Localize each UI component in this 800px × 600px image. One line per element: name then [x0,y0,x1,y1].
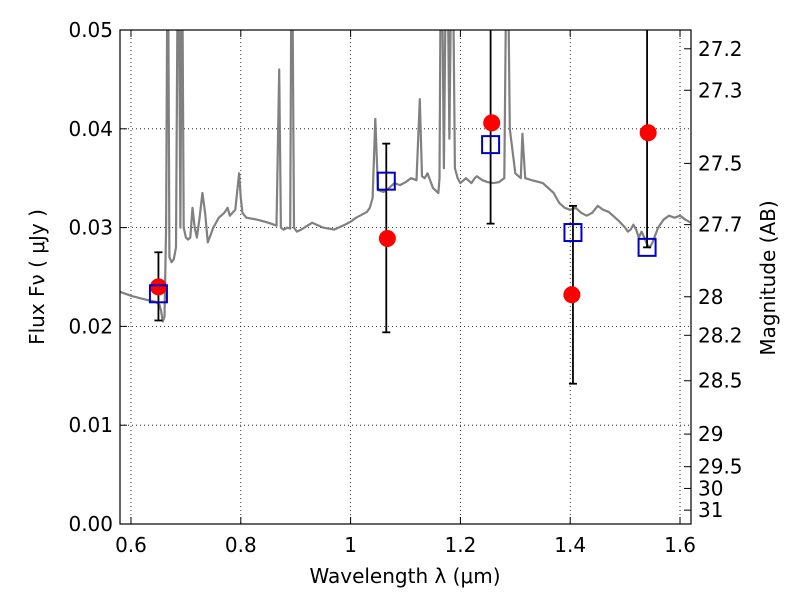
x-tick-label: 0.8 [225,533,257,557]
right-tick-label: 27.7 [698,213,743,237]
y-tick-label: 0.04 [68,117,113,141]
red-data-point [378,229,396,247]
right-tick-label: 27.5 [698,151,743,175]
y-axis-ticks: 0.00 0.01 0.02 0.03 0.04 0.05 [68,18,127,536]
red-data-point [483,114,501,132]
right-axis-title: Magnitude (AB) [756,200,780,355]
right-tick-label: 28.5 [698,369,743,393]
plot-frame [119,29,692,525]
spectrum-line [120,30,691,323]
x-axis-title: Wavelength λ (μm) [309,564,500,588]
x-tick-label: 1.4 [554,533,586,557]
model-spectrum [120,30,691,323]
right-tick-label: 30 [698,476,723,500]
red-data-point [563,286,581,304]
blue-data-point [148,284,168,304]
right-tick-label: 27.2 [698,37,743,61]
x-tick-label: 1.6 [664,533,696,557]
right-tick-label: 28 [698,285,723,309]
y-axis-title: Flux Fν ( μJy ) [25,209,49,345]
data-markers [148,114,657,304]
blue-data-point [637,237,657,257]
x-tick-label: 1 [344,533,357,557]
x-tick-label: 1.2 [444,533,476,557]
x-axis-ticks: 0.6 0.8 1 1.2 1.4 1.6 [115,30,696,557]
right-tick-label: 28.2 [698,323,743,347]
right-tick-label: 31 [698,498,723,522]
blue-data-point [481,135,501,155]
blue-data-point [376,171,396,191]
y-tick-label: 0.03 [68,216,113,240]
y-tick-label: 0.00 [68,512,113,536]
y-tick-label: 0.02 [68,314,113,338]
plot-area [120,30,691,524]
blue-data-point [563,223,583,243]
right-tick-label: 29.5 [698,455,743,479]
right-tick-label: 29 [698,422,723,446]
red-data-point [639,124,657,142]
x-tick-label: 0.6 [115,533,147,557]
y-tick-label: 0.05 [68,18,113,42]
y-tick-label: 0.01 [68,413,113,437]
red-data-point [149,278,167,296]
right-tick-label: 27.3 [698,78,743,102]
